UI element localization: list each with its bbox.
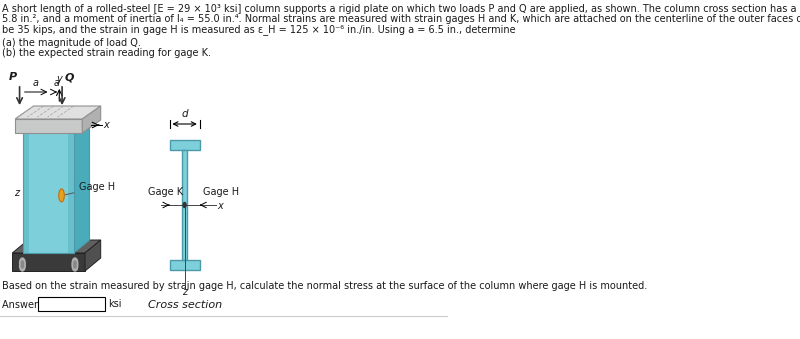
Circle shape	[74, 261, 76, 265]
Text: Gage K: Gage K	[148, 187, 183, 197]
Text: x: x	[218, 201, 223, 211]
Polygon shape	[74, 120, 90, 253]
Text: Cross section: Cross section	[147, 300, 222, 310]
Text: z: z	[14, 188, 19, 198]
Bar	[23, 133, 29, 253]
Text: z: z	[182, 287, 187, 297]
Polygon shape	[15, 106, 101, 119]
Text: a: a	[54, 78, 59, 88]
Bar	[12, 253, 85, 271]
Bar	[170, 140, 200, 150]
Circle shape	[19, 261, 25, 271]
Polygon shape	[85, 240, 101, 271]
Text: (a) the magnitude of load Q.: (a) the magnitude of load Q.	[2, 38, 141, 48]
Ellipse shape	[58, 189, 64, 202]
Text: Answer: σ_H =: Answer: σ_H =	[2, 299, 74, 310]
Bar	[68, 133, 74, 253]
Bar	[38, 297, 105, 311]
Text: be 35 kips, and the strain in gage H is measured as ε_H = 125 × 10⁻⁶ in./in. Usi: be 35 kips, and the strain in gage H is …	[2, 24, 516, 35]
Circle shape	[19, 258, 25, 268]
Circle shape	[72, 261, 78, 271]
Polygon shape	[23, 120, 90, 133]
Circle shape	[22, 261, 23, 265]
Bar	[182, 150, 187, 205]
Circle shape	[74, 264, 76, 268]
Text: (b) the expected strain reading for gage K.: (b) the expected strain reading for gage…	[2, 48, 211, 58]
Bar	[15, 119, 82, 133]
Text: A short length of a rolled-steel [E = 29 × 10³ ksi] column supports a rigid plat: A short length of a rolled-steel [E = 29…	[2, 4, 800, 14]
Bar	[170, 260, 200, 270]
Circle shape	[72, 258, 78, 268]
Circle shape	[183, 202, 186, 207]
Text: P: P	[10, 72, 18, 82]
Polygon shape	[12, 240, 101, 253]
Text: Based on the strain measured by strain gage H, calculate the normal stress at th: Based on the strain measured by strain g…	[2, 281, 647, 291]
Text: ksi: ksi	[109, 299, 122, 309]
Text: Gage H: Gage H	[202, 187, 238, 197]
Text: a: a	[32, 78, 38, 88]
Polygon shape	[82, 106, 101, 133]
Bar	[182, 205, 187, 260]
Bar	[23, 133, 74, 253]
Text: d: d	[182, 109, 188, 119]
Circle shape	[22, 264, 23, 268]
Text: y: y	[57, 74, 62, 84]
Text: x: x	[103, 120, 109, 130]
Text: Gage H: Gage H	[66, 182, 115, 195]
Text: 5.8 in.², and a moment of inertia of I₄ = 55.0 in.⁴. Normal strains are measured: 5.8 in.², and a moment of inertia of I₄ …	[2, 14, 800, 24]
Text: Q: Q	[64, 72, 74, 82]
